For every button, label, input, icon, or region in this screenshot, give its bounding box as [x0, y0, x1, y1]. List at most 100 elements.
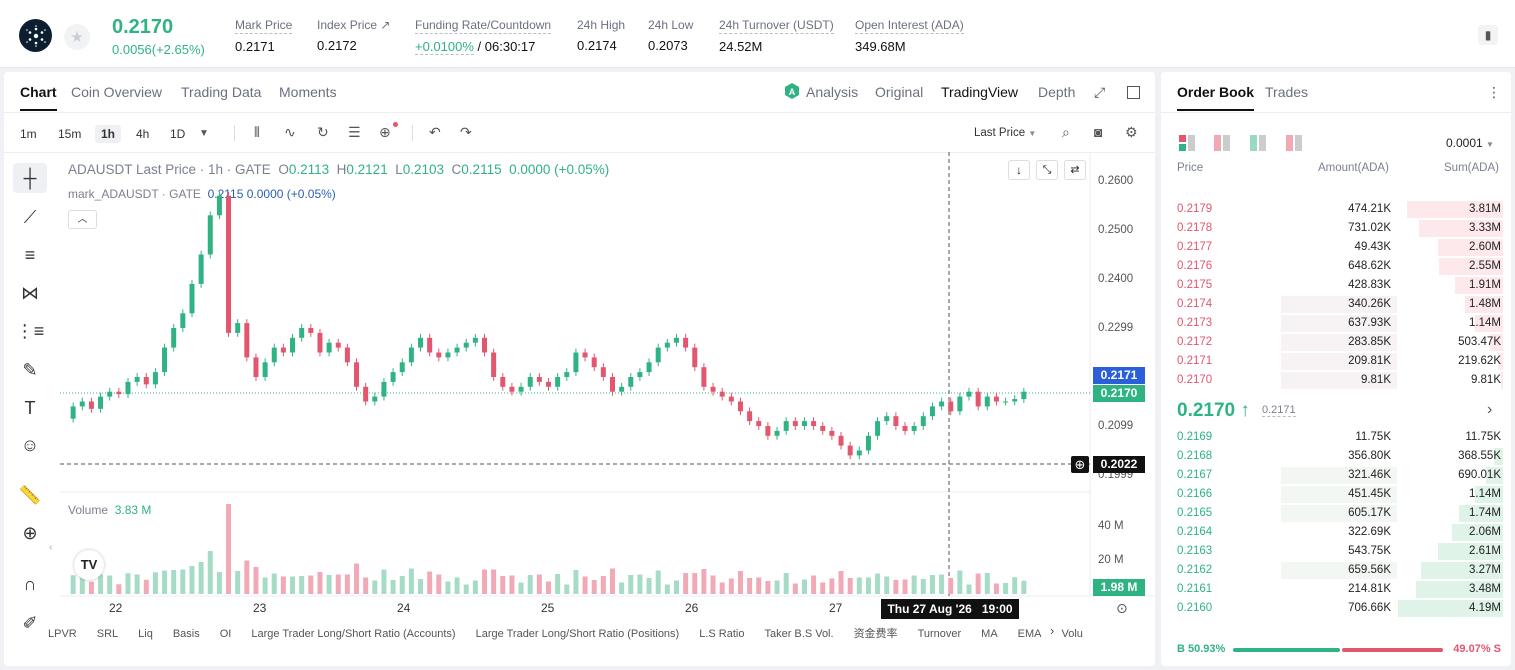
funding-rate-value[interactable]: +0.0100% — [415, 39, 474, 55]
scroll-down-icon[interactable]: ↓ — [1008, 160, 1030, 180]
view-depth-icon[interactable] — [1286, 135, 1302, 154]
redo-icon[interactable]: ↷ — [460, 124, 472, 140]
indicator-ls-positions[interactable]: Large Trader Long/Short Ratio (Positions… — [475, 628, 680, 640]
order-book-row[interactable]: 0.2175 428.83K 1.91M — [1161, 276, 1511, 295]
indicator-basis[interactable]: Basis — [172, 628, 200, 640]
order-book-row[interactable]: 0.2172 283.85K 503.47K — [1161, 333, 1511, 352]
magnet-icon[interactable]: ∩ — [23, 573, 37, 594]
indicator-oi[interactable]: OI — [219, 628, 232, 640]
timeframe-1d[interactable]: 1D — [170, 127, 186, 141]
favorite-star-icon[interactable]: ★ — [64, 24, 90, 50]
indicator-lpvr[interactable]: LPVR — [48, 628, 77, 640]
order-book-row[interactable]: 0.2165 605.17K 1.74M — [1161, 504, 1511, 523]
indicator-ls-accounts[interactable]: Large Trader Long/Short Ratio (Accounts) — [251, 628, 456, 640]
view-original[interactable]: Original — [875, 84, 924, 100]
stat-label[interactable]: Funding Rate/Countdown — [415, 18, 552, 34]
timeframe-4h[interactable]: 4h — [136, 127, 150, 141]
price-type-selector[interactable]: Last Price ▼ — [974, 127, 1037, 139]
indicator-taker-vol[interactable]: Taker B.S Vol. — [764, 628, 834, 640]
brush-icon[interactable]: ✎ — [22, 359, 38, 380]
collapse-legend-button[interactable]: ︿ — [68, 210, 97, 229]
camera-icon[interactable]: ◙ — [1094, 124, 1103, 140]
stat-label[interactable]: Mark Price — [235, 18, 293, 34]
stat-label[interactable]: 24h Turnover (USDT) — [719, 18, 834, 34]
candles-icon[interactable]: ⫴ — [254, 124, 260, 140]
indicator-ema[interactable]: EMA — [1017, 628, 1042, 640]
view-bids-icon[interactable] — [1250, 135, 1266, 154]
stat-label[interactable]: Index Price ↗ — [317, 18, 391, 32]
order-book-row[interactable]: 0.2167 321.46K 690.01K — [1161, 466, 1511, 485]
expand-icon[interactable]: ⤢ — [1094, 84, 1106, 100]
text-tool-icon[interactable]: T — [24, 397, 36, 418]
tab-order-book[interactable]: Order Book — [1177, 84, 1255, 111]
ruler-icon[interactable]: 📏 — [18, 484, 42, 505]
add-alert-icon[interactable]: ⊕ — [1071, 456, 1089, 473]
timeframe-1m[interactable]: 1m — [20, 127, 37, 141]
window-icon[interactable] — [1127, 86, 1140, 99]
expand-left-icon[interactable]: ‹ — [49, 542, 53, 553]
time-settings-icon[interactable]: ⊙ — [1116, 600, 1128, 616]
indicator-ls-ratio[interactable]: L.S Ratio — [699, 628, 745, 640]
stat-label[interactable]: Open Interest (ADA) — [855, 18, 964, 34]
view-asks-icon[interactable] — [1214, 135, 1230, 154]
emoji-icon[interactable]: ☺ — [20, 434, 40, 455]
order-book-row[interactable]: 0.2170 9.81K 9.81K — [1161, 371, 1511, 390]
order-book-row[interactable]: 0.2163 543.75K 2.61M — [1161, 542, 1511, 561]
indicator-volume[interactable]: Volu — [1061, 628, 1083, 640]
swap-icon[interactable]: ⇄ — [1064, 160, 1086, 180]
scroll-right-icon[interactable]: › — [1050, 623, 1055, 638]
indicator-turnover[interactable]: Turnover — [917, 628, 962, 640]
add-indicator-icon[interactable]: ⊕ — [379, 122, 398, 141]
timeframe-dropdown-icon[interactable]: ▼ — [199, 128, 209, 139]
book-icon[interactable]: ▮ — [1478, 25, 1498, 45]
order-book-row[interactable]: 0.2173 637.93K 1.14M — [1161, 314, 1511, 333]
indicator-ma[interactable]: MA — [981, 628, 998, 640]
pencil-lock-icon[interactable]: ✐ — [22, 612, 38, 633]
view-depth[interactable]: Depth — [1038, 84, 1076, 100]
fib-icon[interactable]: ⋮≡ — [15, 320, 45, 341]
view-tradingview[interactable]: TradingView — [941, 84, 1019, 100]
order-book-row[interactable]: 0.2179 474.21K 3.81M — [1161, 200, 1511, 219]
candle-body — [79, 401, 85, 407]
horizontal-lines-icon[interactable]: ≡ — [24, 244, 36, 265]
order-book-row[interactable]: 0.2161 214.81K 3.48M — [1161, 580, 1511, 599]
chevron-right-icon[interactable]: › — [1487, 401, 1493, 418]
order-book-row[interactable]: 0.2174 340.26K 1.48M — [1161, 295, 1511, 314]
timeframe-1h[interactable]: 1h — [95, 125, 122, 143]
order-book-row[interactable]: 0.2171 209.81K 219.62K — [1161, 352, 1511, 371]
order-book-row[interactable]: 0.2177 49.43K 2.60M — [1161, 238, 1511, 257]
indicators-icon[interactable]: ∿ — [284, 124, 296, 140]
tab-trading-data[interactable]: Trading Data — [181, 84, 262, 100]
view-analysis[interactable]: Analysis — [806, 84, 859, 100]
collapse-icon[interactable]: ⤡ — [1036, 160, 1058, 180]
settings-gear-icon[interactable]: ⚙ — [1125, 124, 1138, 140]
crosshair-icon[interactable]: ┼ — [13, 163, 47, 193]
replay-icon[interactable]: ↻ — [317, 124, 329, 140]
order-book-row[interactable]: 0.2164 322.69K 2.06M — [1161, 523, 1511, 542]
precision-selector[interactable]: 0.0001 ▼ — [1446, 136, 1494, 150]
tab-coin-overview[interactable]: Coin Overview — [71, 84, 163, 100]
pattern-icon[interactable]: ⋈ — [21, 282, 39, 303]
undo-icon[interactable]: ↶ — [429, 124, 441, 140]
trendline-icon[interactable]: ⟋ — [23, 206, 37, 227]
indicator-funding[interactable]: 资金费率 — [853, 628, 898, 640]
indicator-liq[interactable]: Liq — [138, 628, 153, 640]
order-book-row[interactable]: 0.2168 356.80K 368.55K — [1161, 447, 1511, 466]
indicator-srl[interactable]: SRL — [96, 628, 119, 640]
tradingview-logo-icon[interactable]: TV — [74, 550, 104, 580]
order-book-row[interactable]: 0.2166 451.45K 1.14M — [1161, 485, 1511, 504]
search-icon[interactable]: ⌕ — [1062, 124, 1070, 140]
order-book-row[interactable]: 0.2178 731.02K 3.33M — [1161, 219, 1511, 238]
tab-moments[interactable]: Moments — [279, 84, 337, 100]
zoom-in-icon[interactable]: ⊕ — [22, 522, 38, 543]
tab-chart[interactable]: Chart — [20, 84, 57, 111]
tab-trades[interactable]: Trades — [1265, 84, 1309, 100]
view-both-icon[interactable] — [1179, 135, 1195, 154]
order-book-row[interactable]: 0.2176 648.62K 2.55M — [1161, 257, 1511, 276]
template-icon[interactable]: ☰ — [348, 124, 361, 140]
timeframe-15m[interactable]: 15m — [58, 127, 82, 141]
more-options-icon[interactable]: ⋮ — [1487, 84, 1501, 100]
order-book-row[interactable]: 0.2169 11.75K 11.75K — [1161, 428, 1511, 447]
order-book-row[interactable]: 0.2160 706.66K 4.19M — [1161, 599, 1511, 618]
order-book-row[interactable]: 0.2162 659.56K 3.27M — [1161, 561, 1511, 580]
